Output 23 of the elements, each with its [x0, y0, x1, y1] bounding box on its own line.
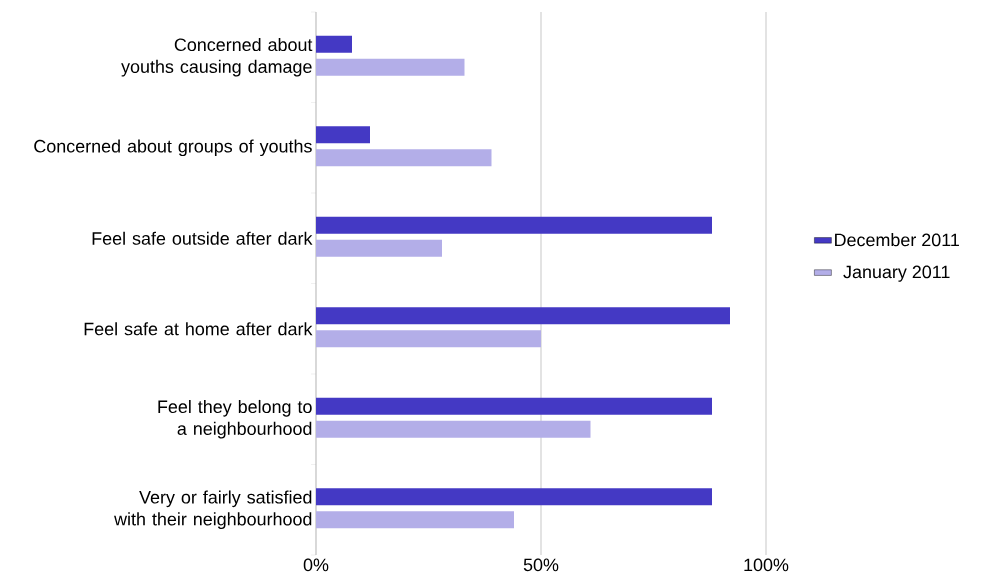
y-tick-label: Concerned about groups of youths: [34, 139, 312, 157]
y-tick-label: Feel safe at home after dark: [84, 322, 313, 336]
bar: [316, 216, 712, 234]
bar: [316, 330, 541, 348]
bar: [316, 511, 514, 529]
bar: [316, 307, 730, 325]
bar: [316, 420, 591, 438]
bar: [316, 488, 712, 506]
x-tick-label: 50%: [523, 558, 559, 572]
y-tick-label: Feel safe outside after dark: [92, 231, 313, 245]
y-tick-label: Concerned about youths causing damage: [121, 37, 313, 77]
x-tick-label: 100%: [744, 558, 789, 572]
y-tick-label: Very or fairly satisfied with their neighbourhood: [114, 490, 312, 530]
bar: [316, 149, 492, 167]
bar: [316, 58, 465, 76]
bar: [316, 35, 352, 53]
legend-label: December 2011: [835, 233, 959, 247]
bar: [316, 397, 712, 415]
x-tick-label: 0%: [303, 558, 329, 572]
y-tick-label: Feel they belong to a neighbourhood: [158, 399, 312, 439]
bar: [316, 239, 442, 257]
bar: [316, 126, 370, 144]
legend-label: January 2011: [843, 265, 950, 282]
